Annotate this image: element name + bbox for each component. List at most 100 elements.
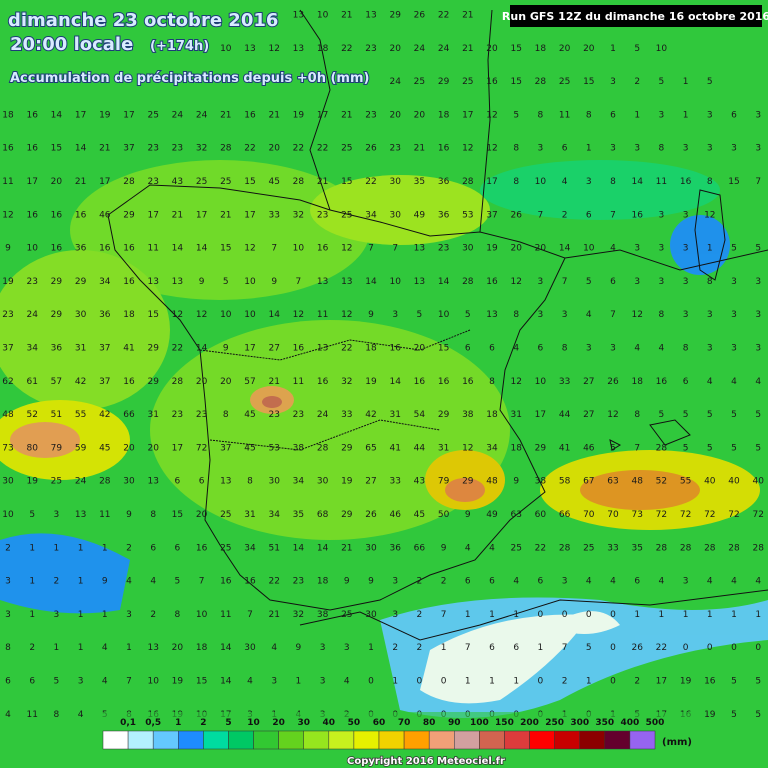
grid-value: 1 — [54, 543, 60, 553]
grid-value: 13 — [172, 277, 183, 287]
grid-value: 29 — [462, 477, 474, 487]
grid-value: 3 — [392, 310, 398, 320]
coastlines — [107, 9, 768, 641]
grid-value: 17 — [317, 110, 328, 120]
grid-value: 30 — [389, 177, 401, 187]
grid-value: 16 — [75, 210, 87, 220]
grid-value: 4 — [707, 377, 713, 387]
grid-value: 8 — [513, 144, 519, 154]
grid-value: 3 — [755, 277, 761, 287]
grid-value: 3 — [344, 643, 350, 653]
grid-value: 25 — [220, 177, 231, 187]
grid-value: 26 — [365, 144, 377, 154]
grid-value: 68 — [317, 510, 329, 520]
grid-value: 1 — [489, 677, 495, 687]
grid-value: 41 — [559, 443, 570, 453]
grid-value: 32 — [293, 610, 304, 620]
grid-value: 17 — [196, 210, 207, 220]
grid-value: 7 — [199, 577, 205, 587]
grid-value: 11 — [656, 177, 667, 187]
grid-value: 16 — [26, 210, 38, 220]
grid-value: 25 — [341, 610, 352, 620]
grid-value: 2 — [417, 643, 423, 653]
grid-value: 20 — [414, 344, 426, 354]
grid-value: 16 — [317, 377, 329, 387]
grid-value: 2 — [634, 77, 640, 87]
grid-value: 13 — [220, 477, 231, 487]
grid-value: 4 — [102, 677, 108, 687]
legend-swatch — [203, 730, 229, 750]
grid-value: 17 — [123, 110, 134, 120]
grid-value: 13 — [365, 11, 376, 21]
legend-label: 500 — [646, 718, 665, 728]
grid-value: 1 — [586, 144, 592, 154]
shade — [0, 250, 170, 410]
grid-value: 46 — [99, 210, 111, 220]
grid-value: 24 — [172, 110, 184, 120]
grid-value: 8 — [659, 310, 665, 320]
grid-value: 6 — [29, 677, 35, 687]
grid-value: 13 — [293, 11, 304, 21]
date-line: dimanche 23 octobre 2016 — [8, 10, 278, 31]
grid-value: 22 — [268, 577, 279, 587]
grid-value: 0 — [683, 643, 689, 653]
grid-value: 8 — [5, 643, 11, 653]
grid-value: 8 — [150, 510, 156, 520]
grid-value: 21 — [462, 44, 473, 54]
grid-value: 3 — [683, 577, 689, 587]
grid-value: 23 — [172, 144, 183, 154]
grid-value: 19 — [365, 377, 377, 387]
grid-value: 7 — [392, 244, 398, 254]
grid-value: 66 — [559, 510, 571, 520]
grid-value: 4 — [247, 677, 253, 687]
grid-value: 72 — [704, 510, 715, 520]
grid-value: 70 — [607, 510, 619, 520]
grid-value: 14 — [220, 643, 232, 653]
grid-value: 24 — [414, 44, 426, 54]
grid-value: 19 — [704, 710, 716, 720]
grid-value: 44 — [414, 443, 426, 453]
grid-value: 3 — [538, 144, 544, 154]
grid-value: 5 — [731, 244, 737, 254]
grid-value: 17 — [244, 210, 255, 220]
grid-value: 5 — [465, 310, 471, 320]
legend-label: 2 — [200, 718, 206, 728]
grid-value: 42 — [75, 377, 86, 387]
grid-value: 0 — [538, 677, 544, 687]
grid-value: 3 — [320, 643, 326, 653]
grid-value: 2 — [634, 677, 640, 687]
grid-value: 25 — [414, 77, 425, 87]
grid-value: 1 — [707, 610, 713, 620]
grid-value: 27 — [268, 344, 279, 354]
grid-value: 3 — [707, 110, 713, 120]
grid-value: 20 — [535, 244, 547, 254]
grid-value: 33 — [607, 543, 618, 553]
grid-value: 12 — [486, 110, 497, 120]
grid-value: 1 — [513, 610, 519, 620]
legend-label: 0,5 — [145, 718, 161, 728]
grid-value: 70 — [583, 510, 595, 520]
grid-value: 1 — [755, 610, 761, 620]
grid-value: 29 — [51, 277, 63, 287]
grid-value: 20 — [268, 144, 280, 154]
grid-value: 40 — [728, 477, 740, 487]
grid-value: 20 — [196, 377, 208, 387]
grid-value: 21 — [462, 11, 473, 21]
grid-value: 26 — [365, 510, 377, 520]
legend-label: 90 — [448, 718, 461, 728]
grid-value: 25 — [220, 510, 231, 520]
grid-value: 17 — [244, 344, 255, 354]
grid-value: 1 — [465, 677, 471, 687]
grid-value: 25 — [510, 543, 521, 553]
legend-unit: (mm) — [662, 737, 692, 748]
grid-value: 66 — [414, 543, 426, 553]
grid-value: 3 — [659, 244, 665, 254]
grid-value: 4 — [610, 577, 616, 587]
grid-value: 4 — [513, 344, 519, 354]
grid-value: 19 — [2, 277, 14, 287]
grid-value: 43 — [414, 477, 425, 487]
grid-value: 3 — [707, 310, 713, 320]
grid-value: 15 — [51, 144, 62, 154]
legend-swatch — [127, 730, 154, 750]
grid-value: 3 — [271, 677, 277, 687]
